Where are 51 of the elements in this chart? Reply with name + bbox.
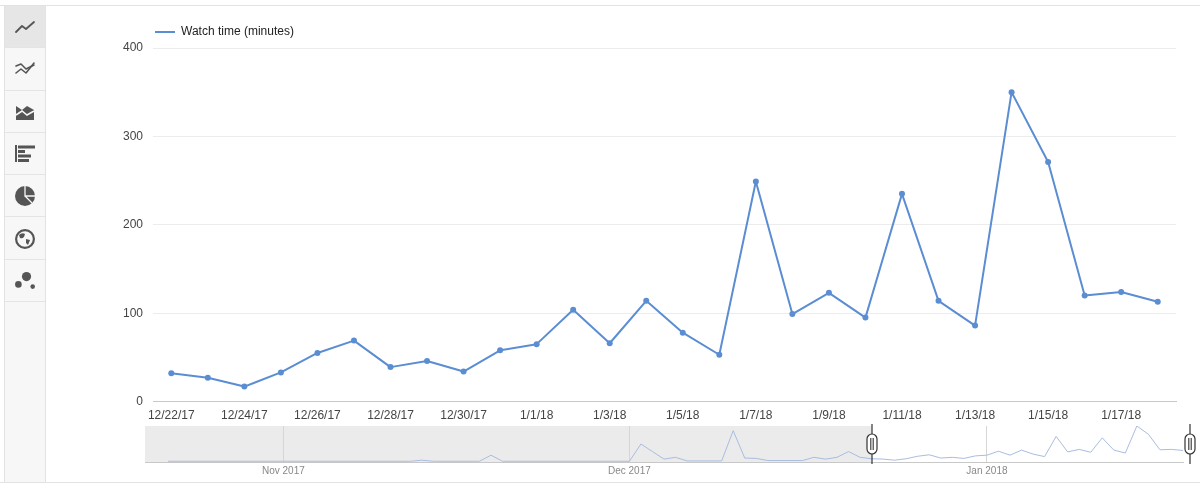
x-tick-label: 1/17/18: [1101, 408, 1142, 423]
point: [935, 297, 942, 304]
point: [1154, 298, 1161, 305]
x-tick-label: 1/11/18: [882, 408, 922, 423]
point: [533, 341, 540, 348]
point: [204, 374, 211, 381]
y-tick-label: 0: [136, 393, 144, 408]
point: [424, 357, 431, 364]
point: [570, 306, 577, 313]
y-tick-label: 300: [122, 128, 144, 143]
x-tick-label: 1/13/18: [955, 408, 996, 423]
point: [1008, 89, 1015, 96]
point: [898, 190, 905, 197]
point: [241, 383, 248, 390]
point: [972, 322, 979, 329]
point: [1045, 159, 1052, 166]
x-tick-label: 1/9/18: [812, 408, 846, 423]
x-tick-label: 1/5/18: [666, 408, 700, 423]
x-tick-label: Nov 2017: [261, 464, 306, 476]
point: [643, 297, 650, 304]
point: [168, 370, 175, 377]
x-tick-label: Dec 2017: [607, 464, 652, 476]
point: [277, 369, 284, 376]
point: [387, 364, 394, 371]
x-tick-label: Jan 2018: [966, 464, 1008, 476]
point: [350, 337, 357, 344]
x-tick-label: 12/28/17: [367, 408, 415, 423]
point: [825, 289, 832, 296]
point: [1081, 292, 1088, 299]
point: [314, 349, 321, 356]
point: [789, 311, 796, 318]
y-tick-label: 200: [122, 217, 144, 232]
x-tick-label: 1/15/18: [1028, 408, 1069, 423]
point: [460, 368, 467, 375]
point: [752, 178, 759, 185]
x-tick-label: 1/1/18: [519, 408, 554, 423]
point: [606, 340, 613, 347]
point: [716, 351, 723, 358]
x-tick-label: 1/7/18: [739, 408, 773, 423]
x-tick-label: 12/30/17: [440, 408, 488, 423]
x-tick-label: 12/24/17: [221, 408, 269, 423]
x-tick-label: 1/3/18: [593, 408, 627, 423]
x-tick-label: 12/26/17: [294, 408, 342, 423]
point: [862, 314, 869, 321]
legend-label: Watch time (minutes): [181, 24, 294, 39]
x-tick-label: 12/22/17: [147, 408, 195, 423]
y-tick-label: 400: [122, 40, 144, 55]
point: [679, 329, 686, 336]
point: [497, 347, 504, 354]
point: [1118, 288, 1125, 295]
y-tick-label: 100: [122, 305, 144, 320]
